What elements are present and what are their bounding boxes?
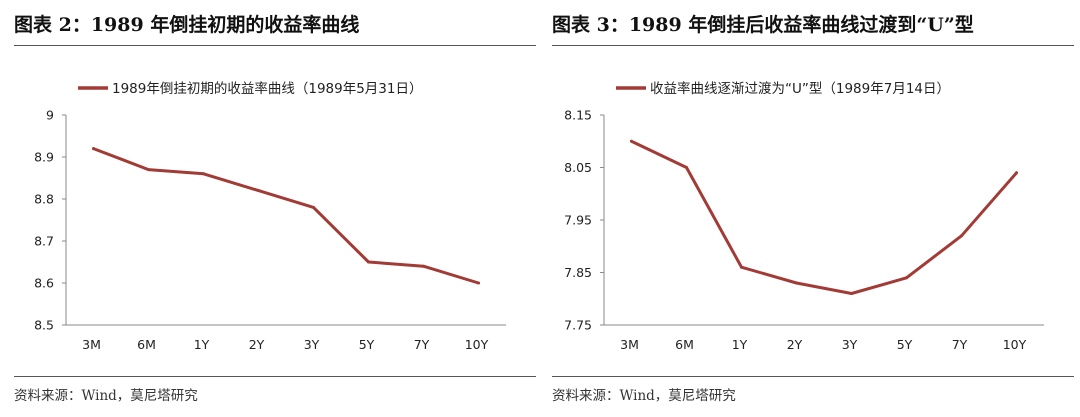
figure-panel-right: 图表 3：1989 年倒挂后收益率曲线过渡到“U”型 收益率曲线逐渐过渡为“U”… bbox=[552, 0, 1074, 417]
x-tick-label: 5Y bbox=[897, 337, 913, 352]
data-point bbox=[422, 264, 425, 268]
y-tick-label: 8.7 bbox=[34, 234, 54, 249]
x-tick-label: 2Y bbox=[787, 337, 803, 352]
x-tick-label: 10Y bbox=[1003, 337, 1027, 352]
figure-panel-left: 图表 2：1989 年倒挂初期的收益率曲线 1989年倒挂初期的收益率曲线（19… bbox=[14, 0, 536, 417]
data-point bbox=[905, 276, 908, 280]
data-point bbox=[850, 292, 853, 295]
data-point bbox=[1015, 171, 1018, 175]
legend-label: 收益率曲线逐渐过渡为“U”型（1989年7月14日） bbox=[650, 80, 950, 97]
source-note: 资料来源：Wind，莫尼塔研究 bbox=[14, 388, 198, 404]
top-rule bbox=[14, 45, 536, 46]
x-tick-label: 10Y bbox=[465, 337, 489, 352]
y-tick-label: 7.95 bbox=[564, 213, 592, 228]
y-tick-label: 8.05 bbox=[564, 160, 592, 175]
x-tick-label: 3Y bbox=[842, 337, 858, 352]
data-point bbox=[795, 281, 798, 285]
data-point bbox=[685, 166, 688, 169]
y-tick-label: 7.75 bbox=[564, 318, 592, 333]
data-point bbox=[147, 168, 150, 172]
x-tick-label: 6M bbox=[675, 337, 694, 352]
x-tick-label: 2Y bbox=[249, 337, 265, 352]
data-point bbox=[257, 189, 260, 193]
y-tick-label: 8.9 bbox=[34, 150, 54, 165]
top-rule bbox=[552, 45, 1074, 46]
data-point bbox=[477, 281, 480, 285]
x-tick-label: 1Y bbox=[732, 337, 748, 352]
figure-title: 图表 2：1989 年倒挂初期的收益率曲线 bbox=[14, 14, 360, 36]
series-line bbox=[92, 147, 480, 285]
y-tick-label: 8.5 bbox=[34, 318, 54, 333]
y-tick-label: 8.6 bbox=[34, 276, 54, 291]
data-point bbox=[312, 205, 315, 209]
line-chart: 1989年倒挂初期的收益率曲线（1989年5月31日） 8.5 8.6 8.7 8.8 8… bbox=[34, 80, 506, 352]
data-point bbox=[367, 260, 370, 264]
bottom-rule bbox=[14, 376, 536, 377]
x-tick-label: 7Y bbox=[414, 337, 430, 352]
y-tick-label: 8.8 bbox=[34, 192, 54, 207]
data-point bbox=[960, 234, 963, 238]
y-tick-label: 8.15 bbox=[564, 108, 592, 123]
x-tick-label: 7Y bbox=[952, 337, 968, 352]
x-tick-label: 3Y bbox=[304, 337, 320, 352]
bottom-rule bbox=[552, 376, 1074, 377]
y-tick-label: 9 bbox=[46, 108, 54, 123]
series-line bbox=[630, 139, 1018, 295]
x-tick-label: 6M bbox=[137, 337, 156, 352]
x-tick-label: 1Y bbox=[194, 337, 210, 352]
x-tick-label: 3M bbox=[82, 337, 101, 352]
data-point bbox=[740, 265, 743, 269]
x-tick-label: 5Y bbox=[359, 337, 375, 352]
data-point bbox=[630, 139, 633, 143]
y-tick-label: 7.85 bbox=[564, 265, 592, 280]
source-note: 资料来源：Wind，莫尼塔研究 bbox=[552, 388, 736, 404]
data-point bbox=[92, 147, 95, 151]
figure-title: 图表 3：1989 年倒挂后收益率曲线过渡到“U”型 bbox=[552, 14, 974, 36]
legend-label: 1989年倒挂初期的收益率曲线（1989年5月31日） bbox=[112, 80, 422, 97]
line-chart: 收益率曲线逐渐过渡为“U”型（1989年7月14日） 7.75 7.85 7.95 8.… bbox=[564, 80, 1044, 352]
x-tick-label: 3M bbox=[620, 337, 639, 352]
data-point bbox=[202, 172, 205, 176]
